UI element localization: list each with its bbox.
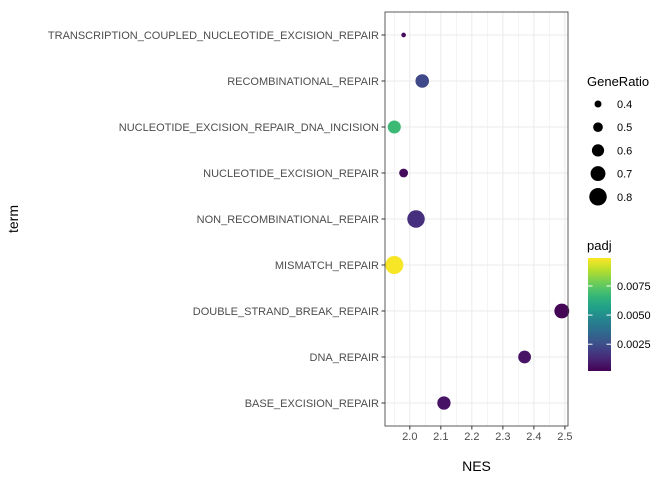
y-tick-label: RECOMBINATIONAL_REPAIR xyxy=(227,76,379,88)
y-tick-label: DOUBLE_STRAND_BREAK_REPAIR xyxy=(193,306,379,318)
size-legend-label: 0.6 xyxy=(617,145,632,157)
x-tick-label: 2.2 xyxy=(464,431,479,443)
size-legend-key xyxy=(594,100,602,108)
data-point xyxy=(554,303,570,319)
color-legend-label: 0.0025 xyxy=(617,339,651,351)
data-point xyxy=(407,210,425,228)
size-legend-label: 0.5 xyxy=(617,122,632,134)
data-point xyxy=(399,168,409,178)
size-legend-key xyxy=(590,166,606,182)
x-tick-label: 2.1 xyxy=(433,431,448,443)
size-legend-key xyxy=(589,188,607,206)
x-axis-title: NES xyxy=(462,458,491,474)
data-point xyxy=(385,256,404,274)
data-point xyxy=(437,396,451,410)
x-tick-label: 2.3 xyxy=(495,431,510,443)
color-legend-title: padj xyxy=(587,238,612,253)
x-axis: 2.0 2.1 2.2 2.3 2.4 2.5 xyxy=(402,426,573,443)
size-legend-label: 0.7 xyxy=(617,169,632,181)
y-tick-label: NON_RECOMBINATIONAL_REPAIR xyxy=(197,214,379,226)
x-tick-label: 2.0 xyxy=(402,431,417,443)
color-legend-label: 0.0075 xyxy=(617,281,651,293)
size-legend-key xyxy=(593,122,603,133)
data-point xyxy=(415,74,429,88)
size-legend-title: GeneRatio xyxy=(587,74,649,89)
x-tick-label: 2.5 xyxy=(557,431,572,443)
x-tick-label: 2.4 xyxy=(526,431,541,443)
size-legend-key xyxy=(591,144,605,157)
y-tick-label: BASE_EXCISION_REPAIR xyxy=(245,398,379,410)
y-tick-label: TRANSCRIPTION_COUPLED_NUCLEOTIDE_EXCISIO… xyxy=(48,30,379,42)
color-legend-label: 0.0050 xyxy=(617,310,651,322)
y-axis: BASE_EXCISION_REPAIR DNA_REPAIR DOUBLE_STR… xyxy=(48,30,385,410)
points-layer xyxy=(385,32,570,410)
y-tick-label: MISMATCH_REPAIR xyxy=(275,260,379,272)
y-tick-label: DNA_REPAIR xyxy=(310,352,380,364)
size-legend: GeneRatio 0.4 0.5 0.6 0.7 0.8 xyxy=(587,74,649,206)
color-legend-bar xyxy=(588,258,611,371)
grid-layer xyxy=(385,12,568,426)
color-legend: padj 0.0025 0.0050 0.0075 xyxy=(587,238,651,371)
y-axis-title: term xyxy=(5,205,21,233)
data-point xyxy=(518,350,531,364)
data-point xyxy=(401,32,406,38)
data-point xyxy=(387,120,401,134)
y-tick-label: NUCLEOTIDE_EXCISION_REPAIR_DNA_INCISION xyxy=(119,122,379,134)
y-tick-label: NUCLEOTIDE_EXCISION_REPAIR xyxy=(203,168,379,180)
size-legend-label: 0.8 xyxy=(617,192,632,204)
size-legend-label: 0.4 xyxy=(617,99,632,111)
